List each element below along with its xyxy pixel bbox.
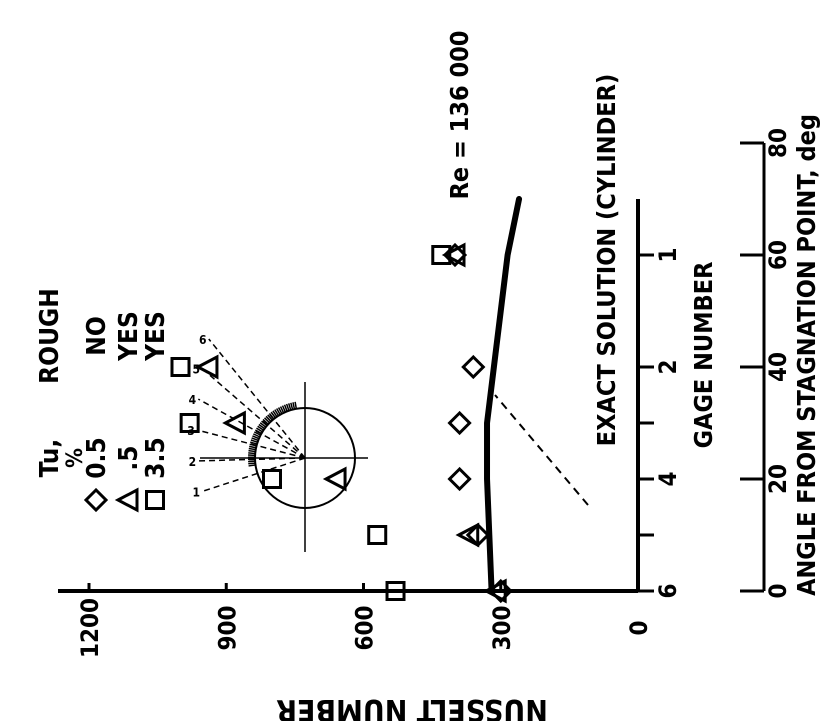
nusselt-tick-label: 900: [213, 605, 241, 650]
square-point: [262, 469, 282, 489]
inset-rough-hatch: [256, 427, 263, 433]
inset-gage-ray: [197, 398, 306, 459]
plot-area: 0 300 600 900 1200 0 20 40 60 80 6 4 2 1: [58, 128, 792, 658]
triangle-point: [222, 410, 246, 436]
inset-rough-hatch: [249, 445, 257, 449]
gage-tick-label: 4: [654, 471, 682, 486]
angle-tick-label: 40: [764, 352, 792, 382]
inset-gage-label: 4: [189, 393, 197, 407]
legend-header-rough: ROUGH: [35, 288, 65, 384]
inset-gage-ray: [196, 429, 306, 459]
legend-header-unit: %: [63, 448, 88, 468]
gage-tick-label: 2: [654, 359, 682, 374]
legend: Tu,% ROUGH 0.5 NO .5 YES 3.5 YES: [35, 288, 171, 513]
inset-rough-hatch: [272, 410, 278, 418]
inset-rough-hatch: [265, 415, 272, 422]
inset-rough-hatch: [274, 409, 280, 416]
reynolds-annotation: Re = 136 000: [445, 31, 474, 200]
inset-rough-hatch: [290, 402, 294, 410]
inset-diagram: 1 2 3 4 5 6: [187, 333, 368, 552]
inset-rough-hatch: [259, 422, 267, 428]
triangle-point: [194, 354, 219, 380]
inset-gage-ray: [208, 338, 306, 459]
diamond-point: [447, 466, 472, 492]
legend-diamond-marker: [83, 487, 109, 513]
inset-rough-hatch: [252, 435, 260, 440]
nusselt-tick-label: 1200: [76, 598, 104, 658]
angle-tick-label: 80: [764, 128, 792, 158]
square-point: [385, 581, 406, 601]
inset-gage-ray: [202, 457, 306, 493]
inset-gage-label: 1: [193, 485, 201, 499]
legend-triangle-marker: [114, 487, 139, 513]
inset-rough-hatch: [279, 406, 285, 414]
inset-rough-hatch: [248, 464, 256, 467]
inset-rough-hatch: [250, 441, 258, 445]
inset-rough-hatch: [276, 408, 281, 415]
diamond-point: [447, 410, 472, 436]
gage-tick-label: 6: [654, 583, 682, 598]
inset-rough-hatch: [253, 433, 261, 438]
inset-rough-hatch: [250, 439, 258, 443]
legend-tu-value: 0.5: [82, 437, 112, 478]
inset-rough-hatch: [292, 402, 296, 410]
inset-rough-hatch: [264, 417, 271, 424]
inset-rough-hatch: [248, 452, 256, 455]
nusselt-tick-label: 0: [625, 620, 653, 635]
inset-gage-label: 2: [189, 455, 197, 469]
inset-rough-hatch: [257, 425, 264, 431]
square-point: [431, 245, 452, 265]
legend-rough-value: YES: [141, 311, 171, 362]
square-point: [367, 525, 388, 545]
triangle-point: [482, 578, 507, 604]
gage-axis-label: GAGE NUMBER: [689, 262, 718, 449]
gage-tick-label: 1: [654, 247, 682, 262]
inset-gage-label: 5: [193, 363, 201, 377]
inset-rough-hatch: [248, 449, 256, 453]
legend-rough-value: YES: [114, 311, 144, 362]
inset-rough-hatch: [283, 404, 288, 412]
exact-solution-label: EXACT SOLUTION (CYLINDER): [592, 74, 621, 447]
legend-header-tu: Tu,: [35, 439, 65, 478]
nusselt-axis-label: NUSSELT NUMBER: [276, 692, 548, 721]
inset-rough-hatch: [277, 407, 283, 415]
exact-solution-curve: [484, 196, 523, 594]
inset-rough-hatch: [251, 437, 259, 442]
inset-rough-hatch: [248, 462, 256, 465]
inset-rough-hatch: [281, 405, 286, 413]
inset-rough-hatch: [248, 447, 256, 451]
inset-rough-hatch: [287, 403, 292, 411]
triangle-point: [322, 466, 347, 492]
square-point: [179, 413, 200, 433]
angle-axis-label: ANGLE FROM STAGNATION POINT, deg: [792, 114, 821, 596]
inset-rough-hatch: [270, 411, 276, 419]
inset-gage-ray: [201, 368, 306, 459]
legend-tu-value: .5: [114, 445, 144, 470]
inset-rough-hatch: [294, 401, 298, 409]
legend-rough-value: NO: [82, 316, 112, 355]
legend-tu-value: 3.5: [141, 437, 171, 478]
inset-cylinder: [254, 407, 356, 509]
square-point: [170, 357, 191, 377]
inset-rough-hatch: [262, 418, 269, 425]
inset-gage-ray: [198, 457, 306, 462]
legend-square-marker: [145, 490, 165, 510]
triangle-point: [441, 242, 466, 268]
inset-rough-hatch: [253, 431, 261, 436]
angle-tick-label: 0: [764, 583, 792, 598]
angle-tick-label: 20: [764, 464, 792, 494]
nusselt-tick-label: 600: [351, 605, 379, 650]
inset-rough-hatch: [285, 403, 290, 411]
nusselt-tick-label: 300: [488, 605, 516, 650]
inset-gage-label: 3: [187, 424, 195, 438]
inset-gage-label: 6: [199, 333, 207, 347]
diamond-point: [461, 354, 486, 380]
curve-leader-line: [494, 394, 589, 506]
angle-tick-label: 60: [764, 240, 792, 270]
triangle-point: [455, 522, 480, 548]
inset-rough-hatch: [258, 423, 265, 430]
inset-rough-hatch: [267, 414, 273, 421]
